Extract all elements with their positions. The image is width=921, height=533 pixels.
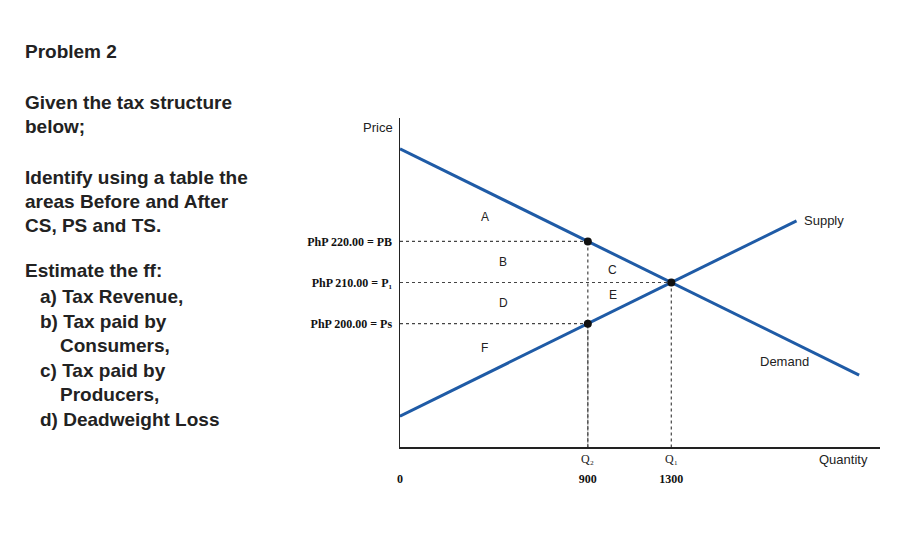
- svg-text:PhP 220.00 = PB: PhP 220.00 = PB: [307, 235, 392, 249]
- svg-text:Q₁: Q₁: [665, 452, 678, 466]
- html-text:Identify using a table the are: Identify using a table the areas Before …: [25, 167, 248, 236]
- svg-text:900: 900: [579, 472, 597, 486]
- html-text:Problem 2: Problem 2: [25, 41, 117, 62]
- svg-text:F: F: [481, 341, 488, 355]
- html-text:b) Tax paid by Consumers,: b) Tax paid by Consumers,: [40, 310, 170, 356]
- svg-text:C: C: [608, 263, 617, 277]
- svg-text:D: D: [499, 296, 508, 310]
- svg-text:PhP 210.00 = P₁: PhP 210.00 = P₁: [312, 276, 393, 290]
- html-text:a) Tax Revenue,: a) Tax Revenue,: [40, 286, 184, 307]
- svg-text:Q₂: Q₂: [581, 452, 594, 466]
- svg-text:A: A: [481, 210, 489, 224]
- svg-text:Quantity: Quantity: [819, 452, 868, 467]
- svg-text:0: 0: [397, 472, 403, 486]
- html-text:d) Deadweight Loss: d) Deadweight Loss: [40, 408, 220, 430]
- svg-text:Demand: Demand: [760, 354, 809, 369]
- html-text:c) Tax paid by Producers,: c) Tax paid by Producers,: [40, 359, 166, 405]
- svg-text:1300: 1300: [659, 472, 683, 486]
- svg-text:B: B: [499, 255, 507, 269]
- svg-text:E: E: [609, 288, 617, 302]
- svg-text:PhP 200.00 = Ps: PhP 200.00 = Ps: [311, 317, 393, 331]
- svg-text:Supply: Supply: [804, 213, 844, 228]
- html-text:Given the tax structure below;: Given the tax structure below;: [25, 92, 232, 137]
- html-text:Estimate the ff:: Estimate the ff:: [25, 260, 163, 281]
- svg-text:Price: Price: [363, 120, 393, 135]
